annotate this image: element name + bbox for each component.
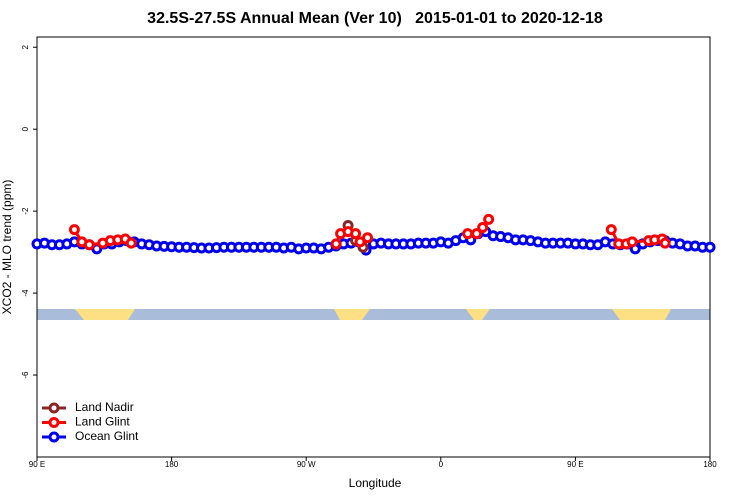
x-tick-label: 90 W — [297, 460, 316, 469]
data-point — [83, 239, 95, 251]
y-tick-label: 0 — [21, 126, 30, 131]
data-point — [350, 228, 362, 240]
ocean-band — [37, 309, 710, 320]
y-tick-label: -6 — [21, 371, 30, 379]
x-tick-label: 90 E — [29, 460, 45, 469]
data-point — [68, 224, 80, 236]
data-point — [471, 228, 483, 240]
legend-label: Land Glint — [75, 415, 130, 429]
y-tick-label: -2 — [21, 207, 30, 215]
data-point — [659, 237, 671, 249]
y-tick-label: -4 — [21, 289, 30, 297]
y-tick-label: 2 — [21, 44, 30, 49]
x-tick-label: 180 — [165, 460, 179, 469]
legend-swatch-marker — [48, 431, 60, 443]
data-point — [626, 236, 638, 248]
land-region — [75, 309, 135, 320]
legend-label: Land Nadir — [75, 400, 134, 414]
x-tick-label: 0 — [439, 460, 444, 469]
data-point — [362, 232, 374, 244]
data-point — [483, 213, 495, 225]
x-axis-label: Longitude — [349, 476, 402, 490]
series — [68, 213, 671, 251]
data-point — [704, 241, 716, 253]
x-tick-label: 180 — [703, 460, 717, 469]
land-ocean-strip — [37, 309, 710, 320]
legend-label: Ocean Glint — [75, 429, 139, 443]
legend-swatch-marker — [48, 402, 60, 414]
data-point — [330, 238, 342, 250]
data-point — [125, 237, 137, 249]
land-region — [612, 309, 671, 320]
land-region — [334, 309, 370, 320]
data-point — [605, 224, 617, 236]
chart-title: 32.5S-27.5S Annual Mean (Ver 10) 2015-01… — [147, 10, 603, 27]
data-point — [462, 228, 474, 240]
y-axis-label: XCO2 - MLO trend (ppm) — [0, 180, 14, 315]
legend-swatch-marker — [48, 417, 60, 428]
land-region — [466, 309, 490, 320]
data-point — [477, 222, 489, 234]
x-tick-label: 90 E — [567, 460, 583, 469]
